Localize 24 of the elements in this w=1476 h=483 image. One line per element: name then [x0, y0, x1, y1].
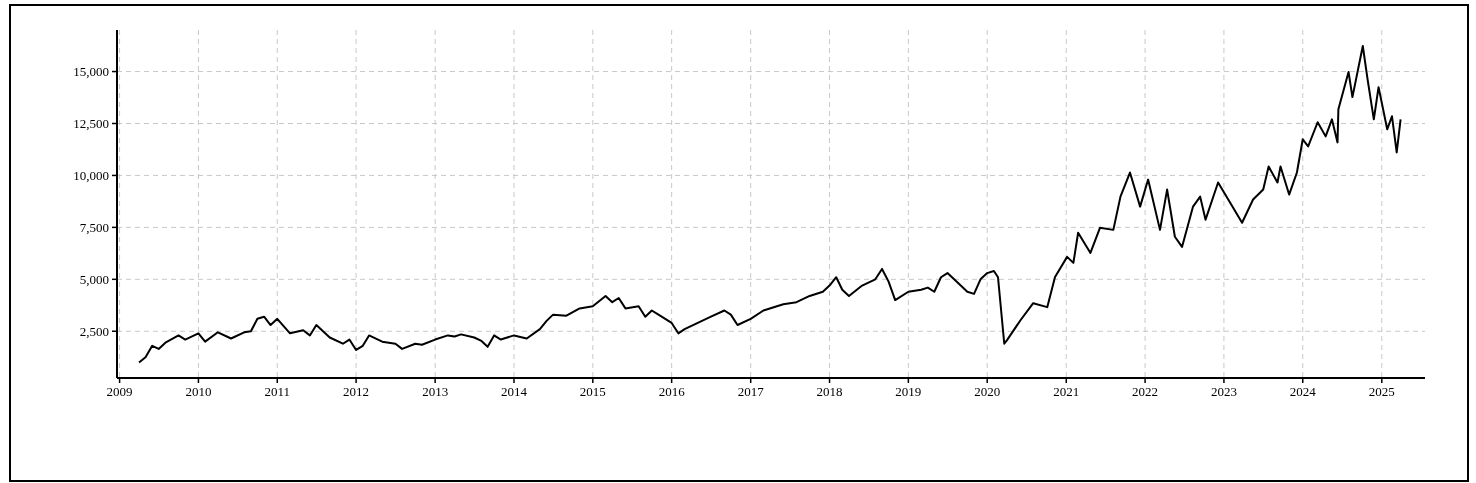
line-series	[138, 45, 1402, 364]
y-tick-label: 10,000	[73, 167, 109, 183]
x-tick-label: 2015	[579, 384, 606, 399]
x-tick-label: 2010	[185, 384, 212, 399]
x-tick-label: 2024	[1289, 384, 1317, 399]
x-tick-label: 2012	[343, 384, 370, 399]
x-tick-label: 2016	[658, 384, 686, 399]
x-tick-label: 2021	[1053, 384, 1080, 399]
y-tick-label: 5,000	[79, 271, 109, 287]
x-tick-label: 2014	[500, 384, 528, 399]
y-tick-label: 15,000	[73, 64, 109, 80]
x-tick-label: 2011	[264, 384, 291, 399]
x-tick-label: 2017	[737, 384, 765, 399]
x-tick-label: 2025	[1368, 384, 1395, 399]
x-tick-label: 2009	[106, 384, 133, 399]
x-tick-label: 2020	[974, 384, 1001, 399]
x-tick-label: 2022	[1132, 384, 1159, 399]
x-tick-label: 2019	[895, 384, 922, 399]
y-tick-label: 2,500	[79, 323, 109, 339]
x-tick-label: 2023	[1210, 384, 1237, 399]
y-tick-label: 12,500	[73, 116, 109, 132]
x-tick-label: 2018	[816, 384, 843, 399]
y-tick-label: 7,500	[79, 219, 109, 235]
x-tick-label: 2013	[422, 384, 449, 399]
